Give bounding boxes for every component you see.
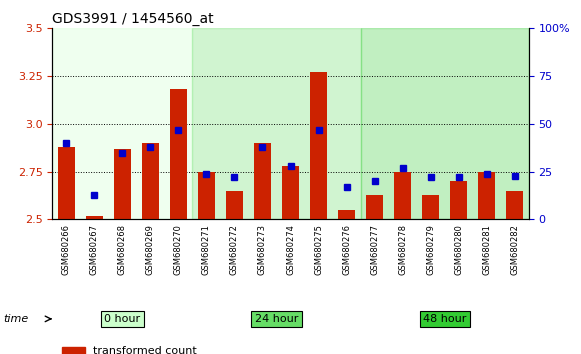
Bar xyxy=(506,191,523,219)
Text: 0 hour: 0 hour xyxy=(104,314,141,324)
Bar xyxy=(170,90,187,219)
Bar xyxy=(282,166,299,219)
Bar xyxy=(58,147,75,219)
Legend: transformed count, percentile rank within the sample: transformed count, percentile rank withi… xyxy=(58,342,286,354)
Bar xyxy=(86,216,103,219)
Bar xyxy=(254,143,271,219)
Bar xyxy=(192,28,361,219)
Bar xyxy=(198,172,215,219)
Bar xyxy=(114,149,131,219)
Bar xyxy=(478,172,495,219)
Bar xyxy=(361,28,529,219)
Bar xyxy=(52,28,192,219)
Bar xyxy=(450,181,467,219)
Text: time: time xyxy=(3,314,28,324)
Text: 24 hour: 24 hour xyxy=(255,314,298,324)
Text: GDS3991 / 1454560_at: GDS3991 / 1454560_at xyxy=(52,12,214,26)
Bar xyxy=(310,72,327,219)
Bar xyxy=(422,195,439,219)
Bar xyxy=(394,172,411,219)
Bar xyxy=(226,191,243,219)
Bar xyxy=(366,195,383,219)
Bar xyxy=(142,143,159,219)
Text: 48 hour: 48 hour xyxy=(423,314,467,324)
Bar xyxy=(338,210,355,219)
